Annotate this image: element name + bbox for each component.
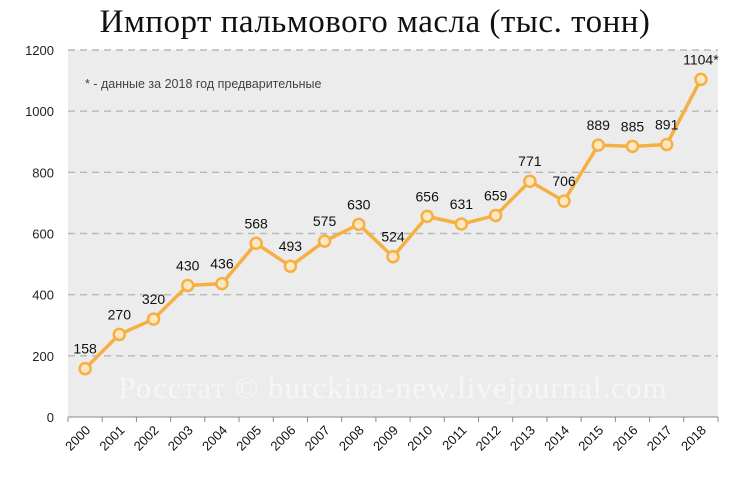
- x-tick-label: 2006: [267, 423, 298, 454]
- data-point: [454, 217, 469, 231]
- data-point: [591, 138, 606, 152]
- data-point: [386, 249, 400, 264]
- y-tick-label: 1200: [25, 43, 54, 58]
- data-label: 436: [210, 256, 234, 272]
- x-tick-label: 2016: [610, 423, 641, 454]
- data-label: 575: [313, 213, 337, 229]
- y-tick-label: 200: [32, 349, 54, 364]
- data-point: [146, 312, 161, 326]
- chart-note: * - данные за 2018 год предварительные: [85, 77, 321, 91]
- watermark: Росстат © burckina-new.livejournal.com: [118, 370, 667, 405]
- data-point: [488, 208, 503, 223]
- data-label: 771: [518, 153, 542, 169]
- y-tick-label: 400: [32, 288, 54, 303]
- x-tick-label: 2008: [336, 423, 367, 454]
- x-tick-label: 2002: [131, 423, 162, 454]
- data-point: [420, 209, 434, 224]
- y-tick-label: 600: [32, 227, 54, 242]
- data-label: 320: [142, 291, 166, 307]
- x-tick-label: 2015: [575, 423, 606, 454]
- data-point: [557, 194, 571, 208]
- x-tick-label: 2014: [541, 423, 572, 454]
- x-tick-label: 2013: [507, 423, 538, 454]
- data-point: [659, 137, 674, 152]
- x-tick-label: 2017: [644, 423, 675, 454]
- x-tick-label: 2005: [233, 423, 264, 454]
- data-point: [317, 234, 332, 248]
- y-tick-label: 800: [32, 165, 54, 180]
- data-label: 656: [416, 188, 440, 204]
- data-point: [352, 217, 366, 232]
- data-point: [112, 327, 127, 342]
- data-point: [523, 174, 537, 188]
- chart-title: Импорт пальмового масла (тыс. тонн): [99, 4, 651, 40]
- data-label: 568: [244, 215, 268, 231]
- data-point: [283, 259, 298, 273]
- x-tick-label: 2001: [96, 423, 127, 454]
- data-point: [249, 236, 263, 251]
- data-label: 630: [347, 196, 371, 212]
- x-tick-label: 2010: [404, 423, 435, 454]
- data-label: 430: [176, 257, 200, 273]
- data-point: [625, 139, 640, 154]
- x-tick-label: 2003: [165, 423, 196, 454]
- x-tick-label: 2004: [199, 423, 230, 454]
- data-label: 270: [108, 306, 132, 322]
- x-tick-label: 2011: [439, 423, 469, 453]
- data-label: 631: [450, 196, 474, 212]
- x-tick-label: 2012: [473, 423, 504, 454]
- x-tick-label: 2007: [302, 423, 333, 454]
- data-label: 524: [381, 229, 405, 245]
- data-point: [694, 72, 708, 87]
- y-tick-label: 1000: [25, 104, 54, 119]
- data-label: 885: [621, 118, 645, 134]
- data-label: 891: [655, 117, 679, 133]
- data-label: 493: [279, 238, 303, 254]
- data-point: [180, 278, 195, 293]
- data-label: 1104*: [683, 51, 719, 67]
- data-label: 706: [552, 173, 576, 189]
- data-label: 889: [587, 117, 611, 133]
- x-tick-label: 2009: [370, 423, 401, 454]
- data-label: 659: [484, 187, 508, 203]
- x-tick-label: 2018: [678, 423, 709, 454]
- data-point: [215, 276, 229, 291]
- y-tick-label: 0: [47, 410, 54, 425]
- data-point: [78, 361, 92, 376]
- x-tick-label: 2000: [62, 423, 93, 454]
- data-label: 158: [73, 341, 97, 357]
